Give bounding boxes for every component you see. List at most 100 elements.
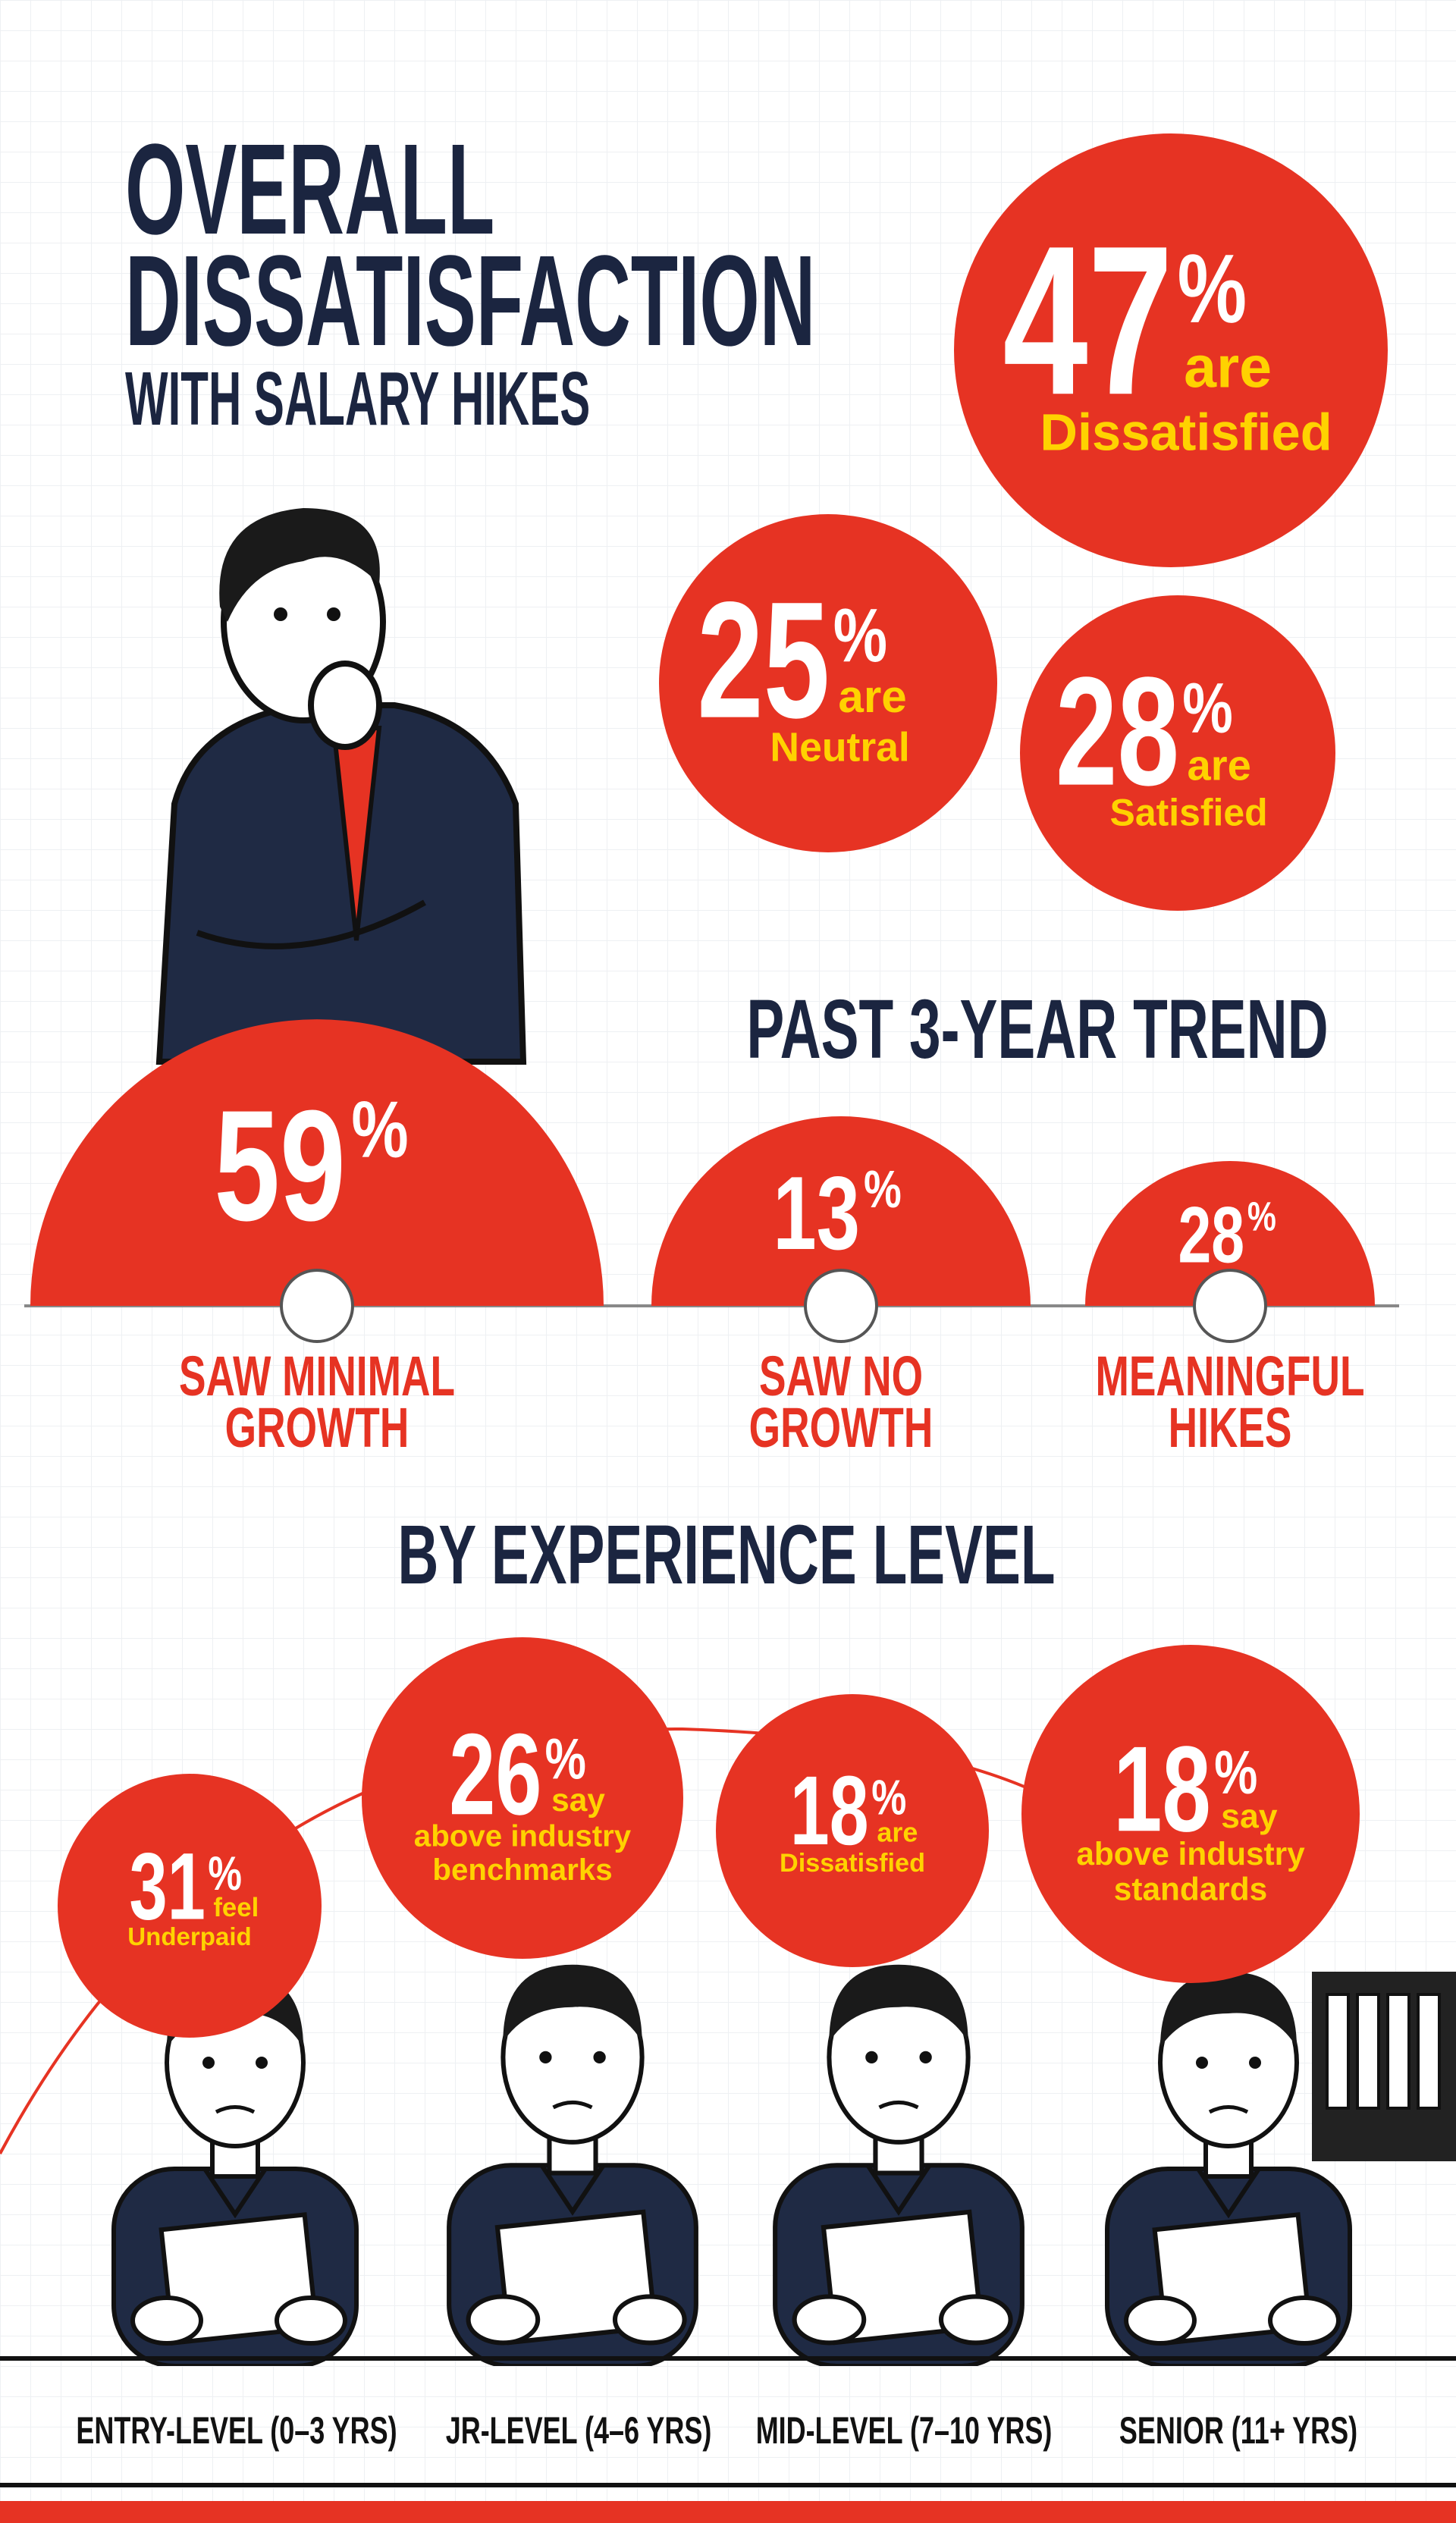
- stat-unit: %: [1182, 668, 1233, 748]
- bubble: [659, 514, 997, 852]
- trend-unit: %: [351, 1084, 408, 1174]
- trend-label-group: GROWTH: [225, 1396, 410, 1459]
- stat-unit: %: [545, 1726, 586, 1791]
- section-title: BY EXPERIENCE LEVEL: [397, 1508, 1055, 1602]
- stat-unit-group: %: [1182, 668, 1233, 748]
- trend-value: 59: [214, 1078, 345, 1254]
- stat-unit-group: %: [208, 1848, 242, 1901]
- stat-label: above industry: [414, 1819, 632, 1853]
- trend-unit: %: [864, 1160, 902, 1219]
- stat-verb-group: are: [1187, 741, 1250, 789]
- stat-label-group: benchmarks: [432, 1853, 612, 1887]
- stat-label: Neutral: [770, 726, 909, 770]
- stat-label-group: standards: [1114, 1872, 1267, 1907]
- title-line: DISSATISFACTION: [125, 228, 815, 372]
- stat-verb: are: [1184, 335, 1272, 400]
- trend-label: HIKES: [1169, 1396, 1292, 1459]
- stat-unit-group: %: [1214, 1739, 1257, 1806]
- stat-value: 18: [790, 1756, 869, 1866]
- stat-verb-group: are: [877, 1816, 918, 1847]
- stat-value-group: 18: [1113, 1721, 1211, 1857]
- trend-label: MEANINGFUL: [1095, 1345, 1364, 1407]
- title-line: OVERALL: [125, 117, 494, 261]
- stat-verb: are: [838, 670, 906, 722]
- semicircle: [651, 1116, 1031, 1306]
- level-label: ENTRY-LEVEL (0–3 YRS): [76, 2410, 397, 2452]
- trend-label: GROWTH: [749, 1396, 934, 1459]
- stat-value-group: 25: [697, 568, 830, 752]
- people-illustration: [0, 1965, 1456, 2366]
- stat-verb: feel: [213, 1893, 259, 1922]
- stat-verb-group: are: [838, 670, 906, 722]
- trend-value: 28: [1178, 1191, 1244, 1280]
- title-line-group: OVERALL: [125, 117, 494, 261]
- trend-label: SAW MINIMAL: [179, 1345, 455, 1407]
- bubble: [362, 1637, 683, 1959]
- trend-unit-group: %: [1247, 1194, 1276, 1240]
- trend-value: 13: [773, 1155, 860, 1272]
- stat-label-group: Dissatisfied: [1040, 403, 1332, 462]
- stat-value: 47: [1003, 202, 1172, 439]
- section-title: PAST 3-YEAR TREND: [746, 983, 1328, 1076]
- stat-label: above industry: [1076, 1836, 1305, 1872]
- stat-verb-group: say: [1221, 1798, 1278, 1835]
- trend-label-group: GROWTH: [749, 1396, 934, 1459]
- stat-verb-group: say: [551, 1782, 605, 1818]
- trend-unit-group: %: [864, 1160, 902, 1219]
- stat-value-group: 18: [790, 1756, 869, 1866]
- stat-unit-group: %: [545, 1726, 586, 1791]
- marker-dot: [804, 1269, 878, 1343]
- stat-unit: %: [1214, 1739, 1257, 1806]
- level-label-group: ENTRY-LEVEL (0–3 YRS): [76, 2410, 397, 2452]
- stat-unit: %: [833, 594, 887, 679]
- stat-value: 28: [1056, 645, 1179, 817]
- stat-label: standards: [1114, 1872, 1267, 1907]
- stat-unit: %: [1178, 234, 1247, 344]
- stat-verb: are: [1187, 741, 1250, 789]
- stat-value-group: 28: [1056, 645, 1179, 817]
- title-line-group: DISSATISFACTION: [125, 228, 815, 372]
- stat-label-group: above industry: [1076, 1836, 1305, 1872]
- trend-label: GROWTH: [225, 1396, 410, 1459]
- trend-value-group: 13: [773, 1155, 860, 1272]
- stat-verb-group: feel: [213, 1893, 259, 1922]
- stat-verb: are: [877, 1816, 918, 1847]
- footer-band: [0, 2501, 1456, 2523]
- stat-value-group: 26: [449, 1711, 541, 1840]
- stat-unit-group: %: [871, 1771, 906, 1825]
- trend-value-group: 59: [214, 1078, 345, 1254]
- stat-label-group: Underpaid: [127, 1923, 251, 1951]
- trend-label-group: MEANINGFUL: [1095, 1345, 1364, 1407]
- level-label: MID-LEVEL (7–10 YRS): [756, 2410, 1053, 2452]
- section-title-group: PAST 3-YEAR TREND: [746, 983, 1328, 1076]
- stat-label-group: above industry: [414, 1819, 632, 1853]
- level-label: JR-LEVEL (4–6 YRS): [446, 2410, 712, 2452]
- marker-dot: [1193, 1269, 1267, 1343]
- stat-unit-group: %: [1178, 234, 1247, 344]
- stat-verb: say: [1221, 1798, 1278, 1835]
- trend-unit: %: [1247, 1194, 1276, 1240]
- stat-value-group: 31: [130, 1834, 206, 1940]
- subtitle: WITH SALARY HIKES: [125, 356, 590, 441]
- trend-label-group: HIKES: [1169, 1396, 1292, 1459]
- level-label-group: JR-LEVEL (4–6 YRS): [446, 2410, 712, 2452]
- stat-unit: %: [208, 1848, 242, 1901]
- section-title-group: BY EXPERIENCE LEVEL: [397, 1508, 1055, 1602]
- level-label-group: MID-LEVEL (7–10 YRS): [756, 2410, 1053, 2452]
- stat-label: Underpaid: [127, 1923, 251, 1951]
- trend-value-group: 28: [1178, 1191, 1244, 1280]
- stat-verb: say: [551, 1782, 605, 1818]
- marker-dot: [280, 1269, 354, 1343]
- stat-label: benchmarks: [432, 1853, 612, 1887]
- stat-value: 26: [449, 1711, 541, 1840]
- stat-value: 18: [1113, 1721, 1211, 1857]
- stat-label: Satisfied: [1110, 792, 1268, 834]
- bubble: [1021, 1645, 1360, 1983]
- stat-label: Dissatisfied: [780, 1849, 925, 1878]
- level-label-group: SENIOR (11+ YRS): [1119, 2410, 1357, 2452]
- semicircle: [30, 1019, 604, 1306]
- stat-unit-group: %: [833, 594, 887, 679]
- bubble: [716, 1694, 989, 1967]
- bubble: [954, 133, 1388, 567]
